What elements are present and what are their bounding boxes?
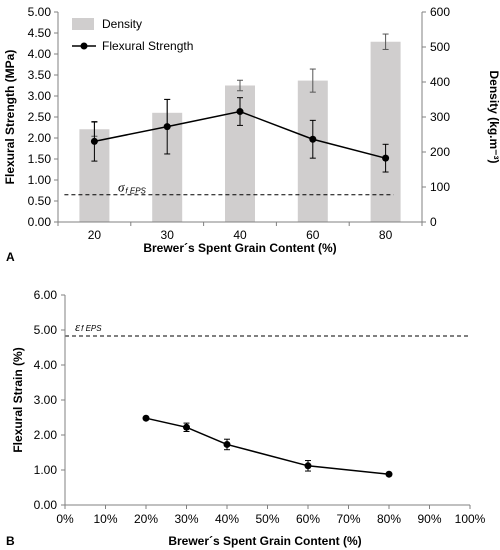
panel-a-xlabel: Brewer´s Spent Grain Content (%) — [143, 241, 336, 255]
panel-b-x-tick-label: 0% — [56, 512, 74, 526]
flexural-strength-point — [236, 108, 244, 116]
panel-b-y-tick-label: 2.00 — [34, 428, 58, 442]
panel-a-right-tick-label: 300 — [430, 110, 450, 124]
panel-b-x-tick-label: 20% — [134, 512, 158, 526]
panel-b-x-tick-label: 10% — [93, 512, 117, 526]
flexural-strength-point — [309, 135, 317, 143]
flexural-strain-line — [145, 417, 390, 475]
panel-a-ylabel-right: Density (kg.m⁻³) — [487, 70, 500, 163]
panel-a-chart: σf EPS 0.000.501.001.502.002.503.003.504… — [3, 5, 500, 264]
panel-a-left-tick-label: 4.50 — [28, 26, 52, 40]
panel-a-left-tick-label: 4.00 — [28, 47, 52, 61]
panel-b-x-tick-label: 40% — [215, 512, 239, 526]
density-bar — [370, 41, 401, 222]
panel-b-y-tick-label: 0.00 — [34, 498, 58, 512]
panel-b-y-tick-label: 4.00 — [34, 358, 58, 372]
legend-strength-label: Flexural Strength — [102, 39, 193, 53]
panel-a-left-tick-label: 3.00 — [28, 89, 52, 103]
panel-b-label: B — [6, 534, 15, 548]
panel-b-y-tick-label: 6.00 — [34, 288, 58, 302]
panel-b-ylabel: Flexural Strain (%) — [11, 347, 25, 452]
panel-a-left-tick-label: 2.50 — [28, 110, 52, 124]
legend-density-swatch — [72, 18, 94, 30]
panel-b-x-tick-label: 50% — [255, 512, 279, 526]
panel-a-left-tick-label: 1.50 — [28, 152, 52, 166]
panel-a-left-tick-label: 5.00 — [28, 5, 52, 19]
panel-a-left-tick-label: 3.50 — [28, 68, 52, 82]
panel-a-left-tick-label: 2.00 — [28, 131, 52, 145]
panel-a-right-tick-label: 400 — [430, 75, 450, 89]
flexural-strength-point — [90, 137, 98, 145]
panel-b-x-tick-label: 30% — [174, 512, 198, 526]
panel-a-ylabel-left: Flexural Strength (MPa) — [3, 50, 17, 185]
panel-a-right-tick-label: 500 — [430, 40, 450, 54]
flexural-strength-point — [382, 154, 390, 162]
panel-b-x-tick-label: 70% — [336, 512, 360, 526]
flexural-strain-point — [385, 470, 393, 478]
panel-a-x-tick-label: 80 — [379, 228, 393, 242]
panel-b-x-tick-label: 90% — [417, 512, 441, 526]
flexural-strength-point — [163, 123, 171, 131]
panel-b-x-tick-label: 60% — [296, 512, 320, 526]
panel-a-right-tick-label: 0 — [430, 215, 437, 229]
sigma-eps-subscript: f EPS — [125, 187, 146, 196]
flexural-strain-point — [183, 423, 190, 431]
flexural-strain-point — [304, 462, 312, 470]
panel-a-x-tick-label: 20 — [88, 228, 102, 242]
panel-a-left-tick-label: 0.00 — [28, 215, 52, 229]
panel-a-right-tick-label: 100 — [430, 180, 450, 194]
panel-a-left-tick-label: 0.50 — [28, 194, 52, 208]
panel-b-y-tick-label: 5.00 — [34, 323, 58, 337]
panel-b-xlabel: Brewer´s Spent Grain Content (%) — [168, 534, 361, 548]
panel-b-chart: εf EPS 0.00 1.00 2.00 3.00 4.00 5.00 6.00 0% 10%… — [6, 288, 486, 548]
epsilon-eps-label: εf EPS — [75, 319, 102, 334]
panel-b-x-tick-label: 100% — [455, 512, 486, 526]
panel-a-right-tick-label: 200 — [430, 145, 450, 159]
panel-a-x-tick-label: 40 — [233, 228, 247, 242]
epsilon-eps-subscript: f EPS — [81, 324, 102, 333]
legend-density-label: Density — [102, 17, 142, 31]
flexural-strain-point — [223, 440, 231, 448]
panel-a-right-tick-label: 600 — [430, 5, 450, 19]
flexural-strain-point — [142, 414, 150, 422]
panel-a-left-tick-label: 1.00 — [28, 173, 52, 187]
panel-b-y-tick-label: 3.00 — [34, 393, 58, 407]
legend-strength-marker — [80, 42, 88, 50]
panel-b-y-tick-label: 1.00 — [34, 463, 58, 477]
panel-b-x-tick-label: 80% — [377, 512, 401, 526]
panel-a-x-tick-label: 30 — [161, 228, 175, 242]
panel-a-label: A — [6, 250, 15, 264]
panel-a-x-tick-label: 60 — [306, 228, 320, 242]
